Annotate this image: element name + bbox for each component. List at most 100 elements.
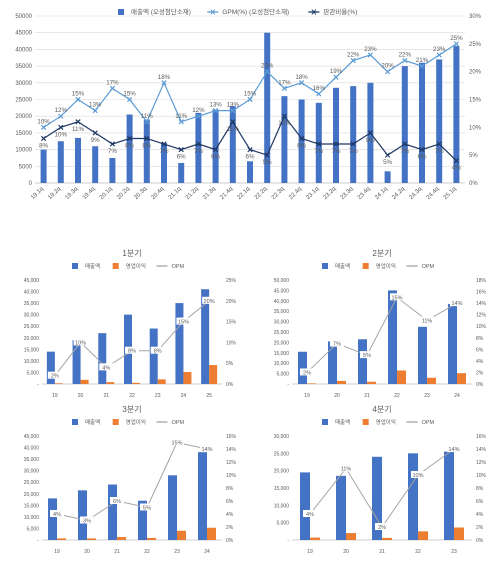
bar-op-income	[310, 537, 320, 540]
line-point	[195, 141, 202, 147]
legend-label: OPM	[172, 420, 185, 426]
bar-revenue	[98, 333, 107, 384]
y2-tick-label: 6%	[226, 499, 234, 505]
gpm-data-label: 15%	[244, 91, 257, 98]
x-tick-label: 23.4q	[357, 186, 372, 201]
x-tick-label: 22.4q	[288, 186, 303, 201]
legend-swatch	[112, 419, 119, 425]
y2-tick-label: 10%	[226, 340, 237, 346]
data-label-bg	[202, 296, 217, 304]
line-point	[247, 146, 253, 153]
y-tick-label: 15,000	[274, 351, 290, 357]
line-point	[75, 96, 81, 103]
gpm-data-label: 16%	[313, 85, 326, 92]
bar-revenue	[328, 341, 337, 384]
y-tick-label: 0	[29, 181, 33, 187]
bar-op-income	[80, 379, 89, 384]
line-point	[281, 113, 288, 119]
bar-op-income	[183, 371, 192, 384]
gpm-data-label: 10%	[37, 118, 50, 125]
opm-data-label: 3%	[83, 519, 91, 525]
line-point	[212, 146, 219, 153]
opm-data-label: 8%	[154, 349, 162, 355]
bar-op-income	[132, 382, 140, 384]
line-point	[195, 113, 202, 119]
bar-revenue	[138, 500, 147, 540]
y-tick-label: 40,000	[24, 446, 40, 452]
bar-revenue	[40, 149, 47, 183]
line-point	[281, 85, 288, 91]
sga-data-label: 9%	[366, 137, 375, 144]
bar-op-income	[367, 381, 376, 384]
opm-data-label: 2%	[378, 525, 386, 531]
bar-op-income	[177, 530, 186, 540]
gpm-data-label: 23%	[433, 46, 446, 53]
gpm-data-label: 17%	[106, 79, 119, 86]
x-tick-label: 20.1q	[99, 186, 114, 201]
gpm-data-label: 21%	[416, 57, 429, 64]
line-point	[350, 141, 356, 147]
x-tick-label: 22	[129, 393, 135, 399]
x-tick-label: 20	[84, 549, 90, 555]
sga-data-label: 6%	[418, 154, 427, 161]
x-tick-label: 20.2q	[116, 186, 131, 201]
x-tick-label: 20	[78, 393, 84, 399]
y-tick-label: 10,000	[24, 515, 40, 521]
y-tick-label: 5,000	[276, 521, 289, 527]
legend-swatch	[72, 263, 78, 269]
data-label-bg	[140, 503, 154, 511]
y-tick-label: 35000	[15, 64, 32, 70]
y2-tick-label: 10%	[476, 473, 487, 479]
bar-revenue	[46, 351, 55, 384]
opm-data-label: 14%	[201, 447, 212, 453]
y2-tick-label: 5%	[469, 153, 478, 159]
y-tick-label: -	[287, 382, 289, 388]
line-point	[58, 113, 64, 119]
y-tick-label: 20,000	[24, 336, 40, 342]
x-tick-label: 19	[54, 549, 60, 555]
opm-data-label: 10%	[412, 473, 423, 479]
sga-data-label: 6%	[246, 154, 255, 161]
line-point	[367, 52, 374, 58]
y-tick-label: 20,000	[274, 340, 290, 346]
data-label-bg	[99, 363, 114, 371]
x-tick-label: 24.1q	[374, 186, 389, 201]
y2-tick-label: 14%	[476, 301, 487, 307]
y-tick-label: 5,000	[26, 526, 39, 532]
sga-data-label: 12%	[278, 120, 291, 127]
bar-op-income	[382, 537, 392, 540]
line-point	[402, 141, 408, 147]
data-label-bg	[73, 338, 88, 346]
legend-label: 매출액	[85, 262, 100, 270]
bar-op-income	[418, 531, 428, 540]
bar-op-income	[147, 537, 156, 540]
opm-data-label: 5%	[363, 353, 371, 359]
y2-tick-label: 12%	[476, 460, 487, 466]
bar-op-income	[207, 527, 216, 540]
y2-tick-label: 8%	[476, 336, 484, 342]
bar-op-income	[397, 370, 406, 384]
y-tick-label: -	[287, 538, 289, 544]
sga-data-label: 5%	[383, 159, 392, 166]
opm-data-label: 10%	[75, 340, 86, 346]
bar-revenue	[178, 162, 185, 183]
opm-data-label: 6%	[113, 499, 121, 505]
bar-op-income	[427, 377, 436, 384]
sga-data-label: 9%	[91, 137, 100, 144]
gpm-data-label: 25%	[450, 35, 463, 42]
sga-data-label: 6%	[211, 154, 220, 161]
y2-tick-label: 15%	[469, 98, 482, 104]
y-tick-label: 50000	[15, 14, 32, 20]
y-tick-label: 20,000	[24, 492, 40, 498]
data-label-bg	[447, 445, 461, 452]
gpm-data-label: 20%	[261, 63, 274, 70]
y2-tick-label: 15%	[226, 320, 237, 326]
line-point	[178, 119, 184, 125]
bar-op-income	[457, 373, 466, 384]
y-tick-label: 35,000	[24, 457, 40, 463]
bar-revenue	[92, 146, 99, 183]
data-label-bg	[375, 523, 389, 530]
y-tick-label: 30000	[15, 81, 32, 87]
opm-data-label: 15%	[391, 295, 402, 301]
data-label-bg	[411, 471, 425, 478]
